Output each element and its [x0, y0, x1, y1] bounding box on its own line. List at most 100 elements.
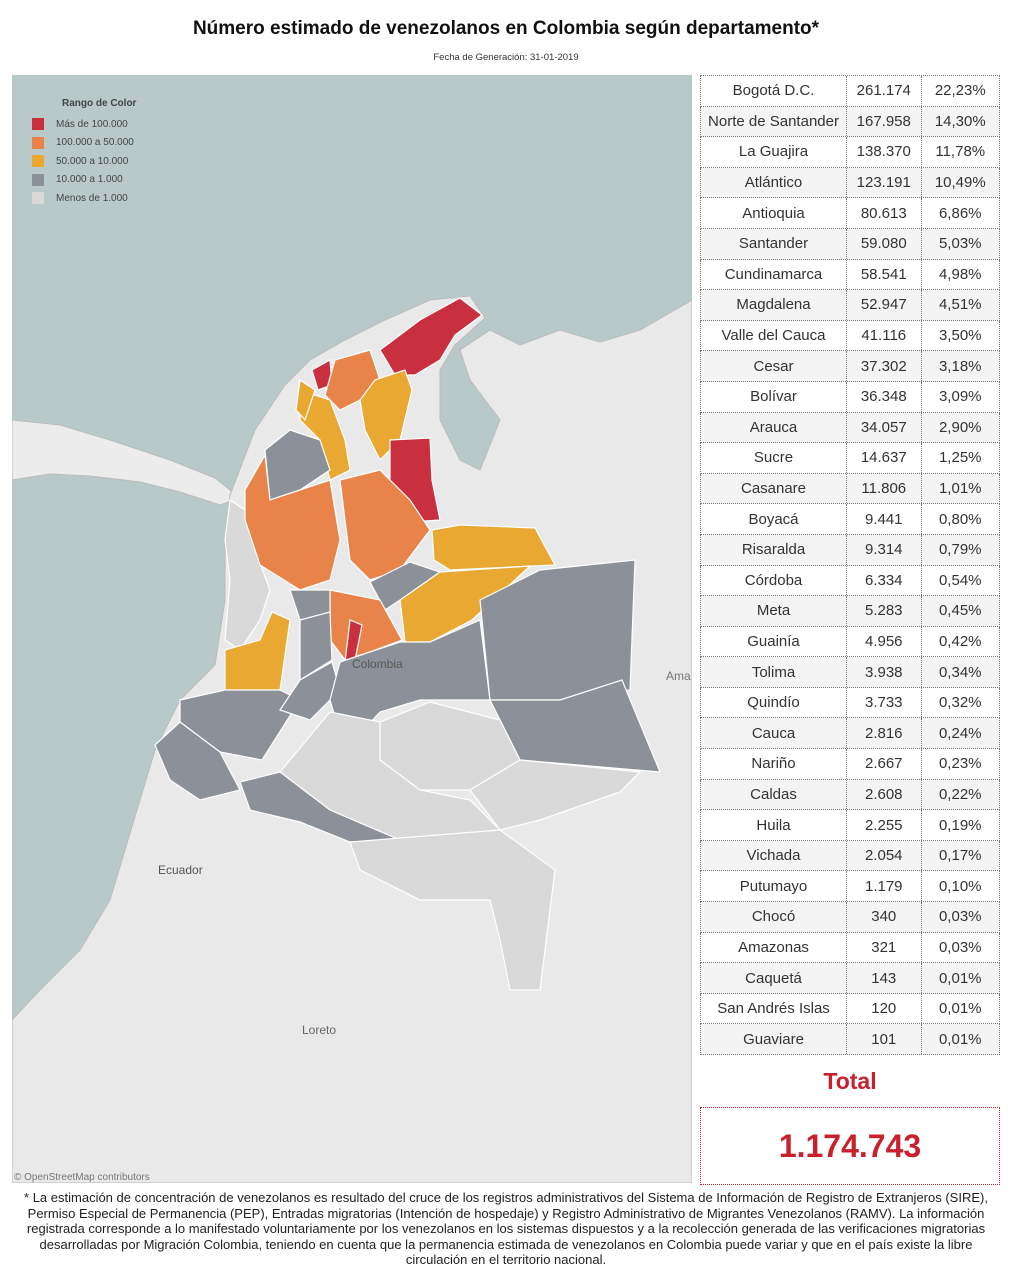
count: 138.370 [847, 137, 922, 167]
percent: 0,42% [938, 632, 982, 650]
legend-label: 100.000 a 50.000 [56, 137, 134, 149]
footnote: * La estimación de concentración de vene… [24, 1190, 988, 1264]
count: 1.179 [847, 871, 922, 902]
count: 167.958 [847, 106, 922, 137]
percent: 0,01% [938, 969, 982, 987]
table-row: Casanare 11.806 1,01% [700, 473, 1000, 505]
percent: 0,79% [938, 541, 982, 559]
legend-item: 10.000 a 1.000 [32, 171, 136, 190]
table-row: Cundinamarca 58.541 4,98% [700, 259, 1000, 291]
percent: 0,10% [938, 877, 982, 895]
department: Meta [701, 596, 848, 626]
subtitle: Fecha de Generación: 31-01-2019 [433, 52, 579, 63]
percent: 4,51% [938, 296, 982, 314]
amazonas [349, 829, 556, 991]
legend-label: 10.000 a 1.000 [56, 174, 123, 186]
percent: 0,22% [938, 785, 982, 803]
department: Arauca [701, 412, 848, 443]
percent: 10,49% [934, 174, 986, 192]
percent: 0,01% [938, 1030, 982, 1048]
table-row: Sucre 14.637 1,25% [700, 443, 1000, 474]
table-row: Antioquia 80.613 6,86% [700, 198, 1000, 229]
department: San Andrés Islas [701, 993, 848, 1024]
legend-swatch [32, 173, 44, 186]
legend-label: Más de 100.000 [56, 118, 128, 130]
legend: Rango de Color Más de 100.000 100.000 a 5… [32, 98, 136, 208]
count: 123.191 [847, 167, 922, 198]
count: 143 [847, 963, 922, 993]
total-label: Total [823, 1068, 877, 1094]
count: 9.441 [847, 504, 922, 534]
count: 80.613 [847, 198, 922, 228]
count: 41.116 [847, 320, 922, 351]
department: Putumayo [701, 871, 848, 902]
bolivar [299, 389, 351, 481]
count: 37.302 [847, 351, 922, 381]
table-row: Putumayo 1.179 0,10% [700, 871, 1000, 903]
count: 52.947 [847, 290, 922, 320]
attribution: © OpenStreetMap contributors [14, 1172, 150, 1183]
department: Huila [701, 810, 848, 840]
table-row: Risaralda 9.314 0,79% [700, 534, 1000, 566]
department: Quindío [701, 687, 848, 718]
table-row: Caldas 2.608 0,22% [700, 779, 1000, 811]
percent: 3,50% [938, 327, 982, 345]
department: Guainía [701, 626, 848, 657]
percent: 3,18% [938, 357, 982, 375]
department: Bolívar [701, 381, 848, 412]
count: 4.956 [847, 626, 922, 657]
department: Cesar [701, 351, 848, 381]
map: Colombia Ecuador Loreto Ama © OpenStreet… [12, 75, 692, 1183]
department: La Guajira [701, 137, 848, 167]
percent: 0,03% [938, 938, 982, 956]
central-america [12, 419, 242, 506]
percent: 0,23% [938, 755, 982, 773]
percent: 3,09% [938, 388, 982, 406]
percent: 22,23% [934, 82, 986, 100]
narino [154, 721, 241, 801]
table-row: San Andrés Islas 120 0,01% [700, 993, 1000, 1025]
count: 101 [847, 1024, 922, 1054]
table-row: Arauca 34.057 2,90% [700, 412, 1000, 444]
percent: 0,45% [938, 602, 982, 620]
percent: 1,01% [938, 480, 982, 498]
department: Santander [701, 228, 848, 259]
department: Valle del Cauca [701, 320, 848, 351]
count: 2.816 [847, 718, 922, 749]
map-label: Colombia [352, 657, 403, 671]
percent: 14,30% [934, 112, 986, 130]
count: 321 [847, 932, 922, 963]
table-row: La Guajira 138.370 11,78% [700, 137, 1000, 168]
table-row: Guaviare 101 0,01% [700, 1024, 1000, 1055]
count: 3.938 [847, 657, 922, 687]
map-label: Ecuador [158, 863, 203, 877]
table-row: Córdoba 6.334 0,54% [700, 565, 1000, 597]
percent: 0,54% [938, 571, 982, 589]
count: 120 [847, 993, 922, 1024]
department: Risaralda [701, 534, 848, 565]
count: 14.637 [847, 443, 922, 473]
count: 6.334 [847, 565, 922, 596]
table-row: Cesar 37.302 3,18% [700, 351, 1000, 382]
table-row: Quindío 3.733 0,32% [700, 687, 1000, 719]
table-row: Tolima 3.938 0,34% [700, 657, 1000, 688]
legend-title: Rango de Color [62, 98, 137, 109]
percent: 0,24% [938, 724, 982, 742]
department: Chocó [701, 902, 848, 932]
percent: 0,80% [938, 510, 982, 528]
antioquia [244, 453, 341, 591]
table-row: Bolívar 36.348 3,09% [700, 381, 1000, 413]
table-row: Chocó 340 0,03% [700, 902, 1000, 933]
count: 261.174 [847, 76, 922, 106]
table-row: Vichada 2.054 0,17% [700, 840, 1000, 872]
legend-item: 100.000 a 50.000 [32, 134, 136, 153]
count: 2.054 [847, 840, 922, 871]
legend-swatch [32, 192, 44, 205]
legend-swatch [32, 136, 44, 149]
map-label: Ama [666, 669, 691, 683]
legend-item: Más de 100.000 [32, 115, 136, 134]
department: Norte de Santander [701, 106, 848, 137]
tolima [299, 611, 333, 682]
map-label: Loreto [302, 1023, 336, 1037]
count: 2.255 [847, 810, 922, 840]
